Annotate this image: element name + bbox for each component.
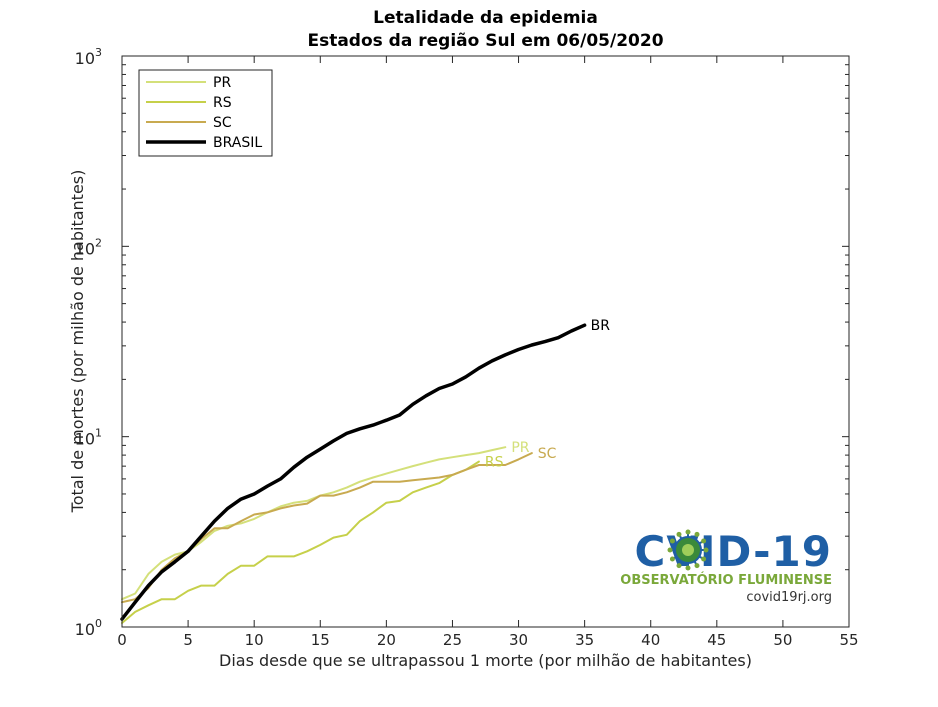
- virus-spike-tip: [685, 529, 691, 535]
- virus-spike-tip: [676, 531, 682, 537]
- x-tick-label: 5: [183, 631, 193, 649]
- series-lines: [120, 323, 587, 624]
- y-tick-exponent: 1: [95, 427, 102, 440]
- y-tick-base: 10: [75, 430, 95, 449]
- x-tick-label: 15: [311, 631, 330, 649]
- series-line-rs: [121, 460, 480, 624]
- x-tick-label: 40: [641, 631, 660, 649]
- x-tick-label: 45: [707, 631, 726, 649]
- legend-label-pr: PR: [213, 75, 231, 91]
- y-tick-base: 10: [75, 239, 95, 258]
- x-tick-label: 10: [245, 631, 264, 649]
- logo-url: covid19rj.org: [746, 590, 832, 605]
- y-tick-label: 101: [75, 427, 102, 449]
- virus-icon: [667, 529, 709, 571]
- series-end-label-rs: RS: [485, 455, 504, 471]
- virus-spike-tip: [669, 556, 675, 562]
- series-line-brasil: [120, 323, 587, 621]
- virus-spike-tip: [669, 538, 675, 544]
- legend-label-sc: SC: [213, 115, 232, 131]
- series-end-label-brasil: BR: [591, 318, 611, 334]
- virus-spike-tip: [703, 547, 709, 553]
- virus-spike-tip: [701, 538, 707, 544]
- x-tick-label: 50: [773, 631, 792, 649]
- virus-spike-tip: [667, 547, 673, 553]
- covid19-logo: CVID-19 OBSERVATÓRIO FLUMINENSE covid19r…: [620, 527, 832, 605]
- y-tick-exponent: 2: [95, 236, 102, 249]
- y-axis-label: Total de mortes (por milhão de habitante…: [68, 170, 87, 514]
- y-tick-label: 103: [75, 46, 102, 68]
- legend-label-brasil: BRASIL: [213, 135, 262, 151]
- virus-core: [682, 544, 694, 556]
- x-tick-label: 20: [377, 631, 396, 649]
- virus-spike-tip: [685, 565, 691, 571]
- x-tick-label: 30: [509, 631, 528, 649]
- virus-spike-tip: [701, 556, 707, 562]
- y-tick-base: 10: [75, 49, 95, 68]
- logo-title: CVID-19: [635, 527, 832, 576]
- chart-subtitle: Estados da região Sul em 06/05/2020: [307, 31, 663, 51]
- y-tick-label: 102: [75, 236, 102, 258]
- y-tick-base: 10: [75, 620, 95, 639]
- series-end-label-pr: PR: [511, 440, 529, 456]
- x-tick-label: 25: [443, 631, 462, 649]
- x-tick-label: 55: [839, 631, 858, 649]
- x-tick-label: 35: [575, 631, 594, 649]
- x-tick-label: 0: [117, 631, 127, 649]
- virus-spike-tip: [694, 531, 700, 537]
- y-tick-label: 100: [75, 617, 102, 639]
- virus-spike-tip: [676, 563, 682, 569]
- logo-subtitle: OBSERVATÓRIO FLUMINENSE: [620, 572, 832, 588]
- y-tick-exponent: 3: [95, 46, 102, 59]
- series-end-label-sc: SC: [538, 446, 557, 462]
- logo-title-prefix: C: [635, 527, 667, 576]
- y-tick-exponent: 0: [95, 617, 102, 630]
- legend: PR RS SC BRASIL: [138, 69, 273, 157]
- x-axis-label: Dias desde que se ultrapassou 1 morte (p…: [219, 651, 752, 670]
- virus-spike-tip: [694, 563, 700, 569]
- series-end-labels: PR RS SC BR: [485, 318, 610, 470]
- legend-label-rs: RS: [213, 95, 232, 111]
- axes-box: [121, 55, 850, 628]
- chart-title: Letalidade da epidemia: [373, 8, 598, 28]
